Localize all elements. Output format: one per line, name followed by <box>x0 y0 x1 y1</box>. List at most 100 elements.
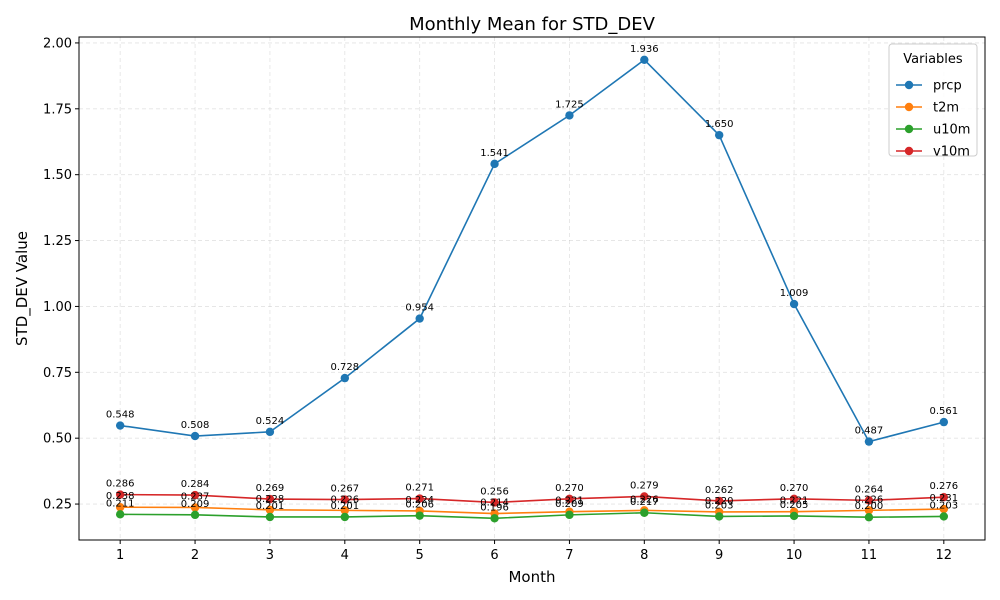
data-label-prcp: 0.508 <box>181 420 210 431</box>
y-tick-label: 1.50 <box>43 168 72 183</box>
data-label-prcp: 1.936 <box>630 44 659 55</box>
x-tick-label: 4 <box>341 548 349 563</box>
data-point-prcp <box>265 427 275 437</box>
data-point-prcp <box>864 437 874 446</box>
data-point-u10m <box>714 512 724 521</box>
data-label-u10m: 0.201 <box>256 501 285 512</box>
data-label-u10m: 0.217 <box>630 497 659 508</box>
data-label-v10m: 0.276 <box>929 481 958 492</box>
y-axis-title: STD_DEV Value <box>13 231 32 346</box>
data-point-prcp <box>939 417 949 427</box>
data-label-u10m: 0.209 <box>555 499 584 510</box>
data-label-t2m: 0.226 <box>330 494 359 505</box>
x-axis-title: Month <box>508 568 555 586</box>
legend-label: prcp <box>933 79 962 94</box>
data-point-u10m <box>789 511 799 521</box>
data-point-prcp <box>490 159 499 169</box>
data-label-v10m: 0.286 <box>106 479 135 490</box>
legend-marker <box>904 102 914 112</box>
y-tick-label: 1.00 <box>43 300 72 315</box>
data-point-v10m <box>939 493 949 502</box>
data-label-t2m: 0.228 <box>256 494 285 505</box>
legend-label: u10m <box>933 123 970 138</box>
data-point-u10m <box>640 508 649 517</box>
data-label-t2m: 0.224 <box>405 495 434 506</box>
series-line-prcp <box>120 58 945 443</box>
data-point-prcp <box>115 421 125 430</box>
x-tick-label: 1 <box>116 548 124 563</box>
data-point-u10m <box>864 513 874 522</box>
data-label-t2m: 0.214 <box>480 498 509 509</box>
data-point-v10m <box>714 496 724 506</box>
data-point-u10m <box>490 514 499 523</box>
data-label-u10m: 0.203 <box>705 500 734 511</box>
x-tick-label: 6 <box>490 548 498 563</box>
data-label-u10m: 0.196 <box>480 502 509 513</box>
data-label-prcp: 0.487 <box>855 426 884 437</box>
data-point-u10m <box>565 510 574 520</box>
data-label-t2m: 0.220 <box>705 496 734 507</box>
data-label-v10m: 0.256 <box>480 486 509 497</box>
data-label-prcp: 1.725 <box>555 99 584 110</box>
x-tick-label: 9 <box>715 548 723 563</box>
legend-marker <box>904 146 914 156</box>
data-label-v10m: 0.269 <box>256 483 285 494</box>
legend-item-u10m: u10m <box>896 123 970 138</box>
data-point-v10m <box>864 496 874 505</box>
data-label-prcp: 1.009 <box>780 288 809 299</box>
series-u10m <box>115 508 949 523</box>
plot-frame <box>78 36 986 541</box>
data-label-v10m: 0.279 <box>630 480 659 491</box>
legend-title: Variables <box>903 52 963 67</box>
legend-label: v10m <box>933 145 970 160</box>
data-label-t2m: 0.221 <box>780 496 809 507</box>
data-label-prcp: 0.954 <box>405 303 434 314</box>
x-tick-label: 8 <box>640 548 648 563</box>
y-tick-label: 0.25 <box>43 498 72 513</box>
data-labels: 0.548 0.508 0.524 0.728 0.954 1.541 1.725 1.936… <box>106 44 958 513</box>
data-point-u10m <box>939 512 949 521</box>
x-tick-label: 10 <box>786 548 803 563</box>
data-label-t2m: 0.238 <box>106 491 135 502</box>
series-prcp <box>115 55 949 446</box>
x-tick-label: 2 <box>191 548 199 563</box>
data-point-t2m <box>115 503 125 512</box>
data-point-prcp <box>415 314 424 323</box>
data-point-prcp <box>190 431 200 441</box>
data-label-u10m: 0.206 <box>405 500 434 511</box>
data-point-prcp <box>789 299 799 309</box>
data-label-prcp: 0.561 <box>929 406 958 417</box>
data-label-u10m: 0.209 <box>181 499 210 510</box>
data-label-prcp: 0.548 <box>106 410 135 421</box>
grid <box>79 37 985 540</box>
series-line-t2m <box>120 506 944 515</box>
data-label-t2m: 0.237 <box>181 491 210 502</box>
data-point-t2m <box>265 505 275 515</box>
legend: Variables prcp t2m u10m v10m <box>888 43 978 160</box>
data-point-t2m <box>340 506 350 515</box>
data-label-t2m: 0.221 <box>555 496 584 507</box>
data-point-t2m <box>190 503 200 512</box>
data-point-u10m <box>190 510 200 520</box>
data-label-v10m: 0.264 <box>855 484 884 495</box>
y-tick-label: 0.75 <box>43 366 72 381</box>
x-tick-label: 11 <box>861 548 878 563</box>
data-point-t2m <box>939 504 949 514</box>
data-label-v10m: 0.271 <box>405 483 434 494</box>
y-tick-label: 0.50 <box>43 432 72 447</box>
data-point-v10m <box>565 494 574 503</box>
data-point-prcp <box>714 130 724 140</box>
data-point-v10m <box>490 498 499 507</box>
chart-title: Monthly Mean for STD_DEV <box>409 14 656 35</box>
data-label-u10m: 0.200 <box>855 501 884 512</box>
data-point-t2m <box>864 506 874 515</box>
legend-item-t2m: t2m <box>896 101 959 116</box>
data-label-prcp: 0.524 <box>256 416 285 427</box>
data-point-v10m <box>190 490 200 500</box>
data-label-v10m: 0.270 <box>780 483 809 494</box>
x-tick-label: 3 <box>266 548 274 563</box>
legend-marker <box>904 124 914 134</box>
legend-marker <box>904 80 914 90</box>
legend-item-v10m: v10m <box>896 145 970 160</box>
legend-item-prcp: prcp <box>896 79 962 94</box>
